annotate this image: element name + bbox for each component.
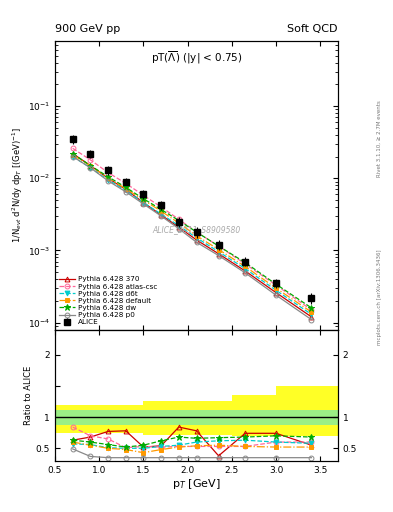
Pythia 6.428 dw [159,206,163,212]
Pythia 6.428 atlas-csc [274,282,279,288]
Pythia 6.428 d6t [70,154,75,160]
X-axis label: p$_T$ [GeV]: p$_T$ [GeV] [172,477,221,492]
Pythia 6.428 370 [159,212,163,218]
Pythia 6.428 p0 [159,213,163,219]
Pythia 6.428 d6t [88,165,93,171]
Pythia 6.428 default [309,309,314,315]
Pythia 6.428 d6t [274,287,279,293]
Pythia 6.428 default [106,175,110,181]
Pythia 6.428 p0 [106,178,110,184]
Pythia 6.428 d6t [216,249,221,255]
Line: Pythia 6.428 dw: Pythia 6.428 dw [69,150,315,311]
Text: 900 GeV pp: 900 GeV pp [55,24,120,34]
Pythia 6.428 atlas-csc [159,204,163,210]
Line: Pythia 6.428 p0: Pythia 6.428 p0 [70,154,314,322]
Pythia 6.428 p0 [123,189,128,195]
Text: Rivet 3.1.10, ≥ 2.7M events: Rivet 3.1.10, ≥ 2.7M events [377,100,382,177]
Pythia 6.428 370 [141,200,146,206]
Pythia 6.428 default [274,285,279,291]
Pythia 6.428 default [243,263,248,269]
Legend: Pythia 6.428 370, Pythia 6.428 atlas-csc, Pythia 6.428 d6t, Pythia 6.428 default: Pythia 6.428 370, Pythia 6.428 atlas-csc… [58,275,159,327]
Pythia 6.428 370 [123,186,128,193]
Y-axis label: Ratio to ALICE: Ratio to ALICE [24,366,33,425]
Pythia 6.428 d6t [194,234,199,241]
Pythia 6.428 370 [176,224,181,230]
Pythia 6.428 atlas-csc [216,243,221,249]
Pythia 6.428 atlas-csc [123,180,128,186]
Pythia 6.428 d6t [159,211,163,217]
Pythia 6.428 d6t [141,200,146,206]
Pythia 6.428 370 [70,151,75,157]
Pythia 6.428 370 [88,162,93,168]
Y-axis label: 1/N$_{evt}$ d$^2$N/dy dp$_T$ [(GeV)$^{-1}$]: 1/N$_{evt}$ d$^2$N/dy dp$_T$ [(GeV)$^{-1… [11,127,25,243]
Pythia 6.428 d6t [106,177,110,183]
Pythia 6.428 d6t [309,311,314,317]
Pythia 6.428 default [194,232,199,239]
Text: Soft QCD: Soft QCD [288,24,338,34]
Pythia 6.428 dw [106,174,110,180]
Pythia 6.428 d6t [243,266,248,272]
Line: Pythia 6.428 d6t: Pythia 6.428 d6t [70,154,314,317]
Pythia 6.428 atlas-csc [70,145,75,152]
Pythia 6.428 dw [141,196,146,202]
Pythia 6.428 p0 [309,316,314,323]
Pythia 6.428 atlas-csc [194,229,199,235]
Pythia 6.428 p0 [216,252,221,259]
Pythia 6.428 370 [309,314,314,320]
Pythia 6.428 default [159,208,163,214]
Pythia 6.428 dw [70,151,75,157]
Text: ALICE_2011_S8909580: ALICE_2011_S8909580 [152,225,241,234]
Pythia 6.428 default [141,197,146,203]
Pythia 6.428 atlas-csc [106,169,110,176]
Pythia 6.428 dw [88,162,93,168]
Pythia 6.428 p0 [141,201,146,207]
Pythia 6.428 d6t [176,223,181,229]
Pythia 6.428 dw [216,243,221,249]
Pythia 6.428 atlas-csc [243,261,248,267]
Pythia 6.428 dw [194,229,199,235]
Pythia 6.428 atlas-csc [141,193,146,199]
Text: mcplots.cern.ch [arXiv:1306.3436]: mcplots.cern.ch [arXiv:1306.3436] [377,249,382,345]
Pythia 6.428 default [70,152,75,158]
Pythia 6.428 default [88,162,93,168]
Pythia 6.428 370 [243,268,248,274]
Pythia 6.428 dw [309,305,314,311]
Pythia 6.428 default [216,246,221,252]
Pythia 6.428 p0 [176,226,181,232]
Pythia 6.428 p0 [70,154,75,160]
Pythia 6.428 atlas-csc [176,216,181,222]
Pythia 6.428 dw [274,281,279,287]
Pythia 6.428 dw [123,184,128,190]
Pythia 6.428 370 [106,175,110,181]
Pythia 6.428 370 [274,290,279,296]
Line: Pythia 6.428 370: Pythia 6.428 370 [70,151,314,319]
Pythia 6.428 atlas-csc [88,157,93,163]
Pythia 6.428 default [176,220,181,226]
Line: Pythia 6.428 default: Pythia 6.428 default [70,153,314,314]
Pythia 6.428 370 [216,251,221,257]
Pythia 6.428 default [123,185,128,191]
Pythia 6.428 dw [243,260,248,266]
Pythia 6.428 p0 [274,292,279,298]
Line: Pythia 6.428 atlas-csc: Pythia 6.428 atlas-csc [70,146,314,312]
Pythia 6.428 dw [176,218,181,224]
Text: pT($\overline{\Lambda}$) (|y| < 0.75): pT($\overline{\Lambda}$) (|y| < 0.75) [151,50,242,66]
Pythia 6.428 d6t [123,187,128,194]
Pythia 6.428 atlas-csc [309,307,314,313]
Pythia 6.428 370 [194,237,199,243]
Pythia 6.428 p0 [194,239,199,245]
Pythia 6.428 p0 [243,270,248,276]
Pythia 6.428 p0 [88,165,93,171]
